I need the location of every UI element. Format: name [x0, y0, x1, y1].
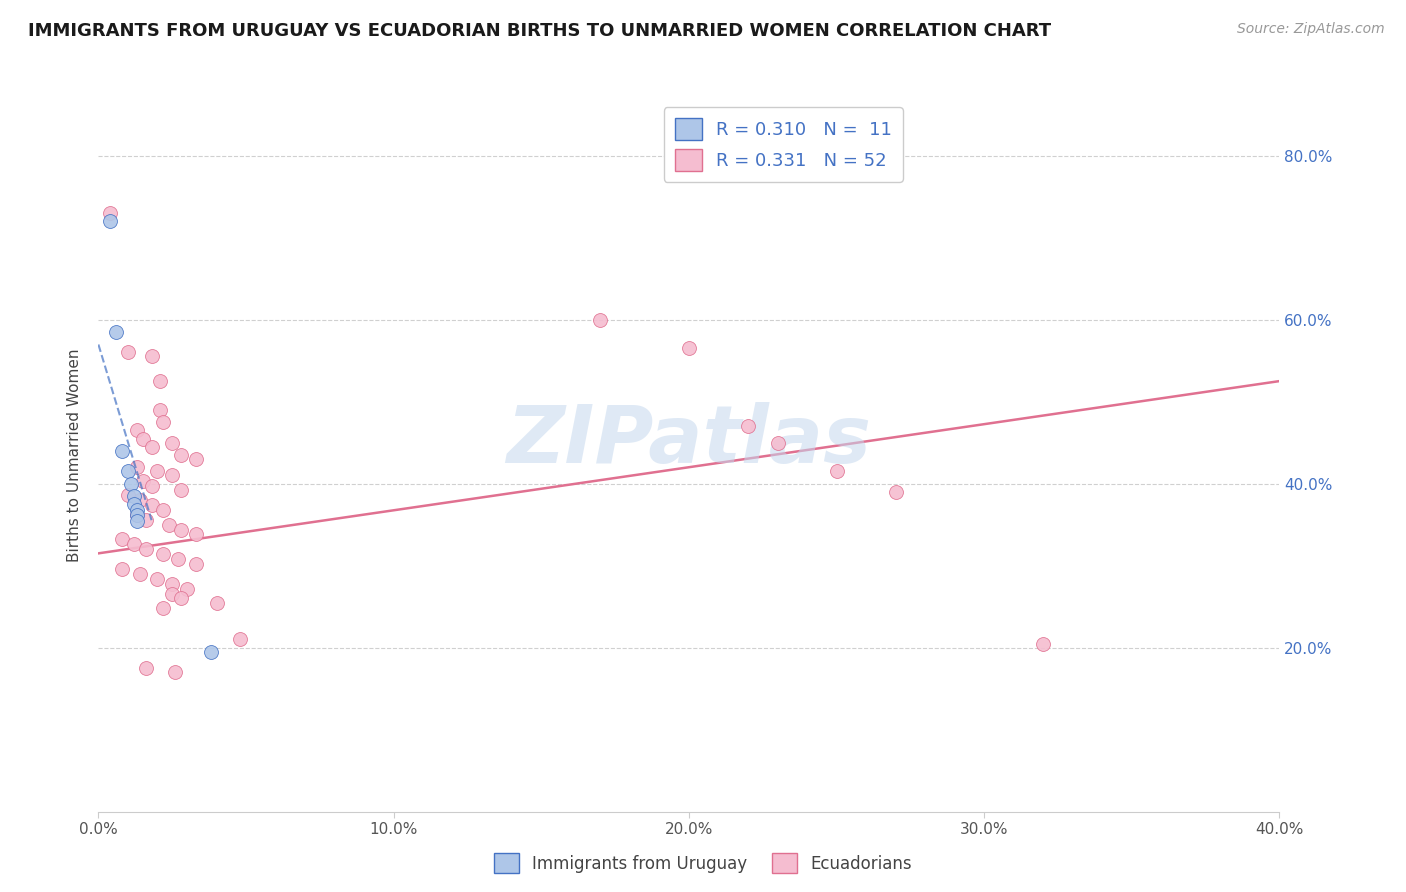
Point	[162, 576, 183, 591]
Point	[105, 325, 128, 339]
Point	[111, 533, 134, 547]
Text: IMMIGRANTS FROM URUGUAY VS ECUADORIAN BIRTHS TO UNMARRIED WOMEN CORRELATION CHAR: IMMIGRANTS FROM URUGUAY VS ECUADORIAN BI…	[28, 22, 1052, 40]
Point	[146, 464, 169, 478]
Text: ZIPatlas: ZIPatlas	[506, 401, 872, 480]
Point	[146, 572, 169, 586]
Point	[135, 661, 157, 675]
Point	[165, 665, 187, 680]
Point	[184, 452, 207, 467]
Point	[141, 479, 163, 493]
Point	[125, 503, 148, 517]
Point	[678, 341, 700, 355]
Point	[132, 432, 155, 446]
Point	[152, 415, 174, 429]
Legend: R = 0.310   N =  11, R = 0.331   N = 52: R = 0.310 N = 11, R = 0.331 N = 52	[664, 107, 903, 182]
Point	[125, 460, 148, 475]
Point	[162, 435, 183, 450]
Point	[141, 440, 163, 454]
Point	[125, 514, 148, 528]
Point	[229, 632, 252, 647]
Point	[117, 488, 139, 502]
Point	[170, 448, 193, 462]
Point	[125, 423, 148, 437]
Point	[162, 468, 183, 483]
Point	[132, 474, 155, 488]
Point	[120, 476, 142, 491]
Text: Source: ZipAtlas.com: Source: ZipAtlas.com	[1237, 22, 1385, 37]
Point	[122, 537, 145, 551]
Point	[825, 464, 848, 478]
Point	[125, 508, 148, 522]
Point	[170, 591, 193, 606]
Point	[149, 402, 172, 417]
Point	[184, 557, 207, 571]
Point	[128, 566, 150, 581]
Point	[167, 552, 190, 566]
Point	[205, 596, 228, 610]
Point	[135, 513, 157, 527]
Y-axis label: Births to Unmarried Women: Births to Unmarried Women	[67, 348, 83, 562]
Point	[200, 645, 222, 659]
Point	[122, 497, 145, 511]
Point	[141, 350, 163, 364]
Point	[884, 484, 907, 499]
Point	[152, 601, 174, 615]
Point	[125, 508, 148, 522]
Point	[162, 586, 183, 600]
Point	[98, 206, 121, 220]
Point	[170, 523, 193, 537]
Point	[117, 345, 139, 359]
Point	[117, 464, 139, 478]
Point	[737, 419, 759, 434]
Point	[170, 483, 193, 498]
Legend: Immigrants from Uruguay, Ecuadorians: Immigrants from Uruguay, Ecuadorians	[486, 847, 920, 880]
Point	[128, 493, 150, 508]
Point	[152, 503, 174, 517]
Point	[184, 527, 207, 541]
Point	[98, 214, 121, 228]
Point	[157, 517, 180, 532]
Point	[135, 542, 157, 557]
Point	[122, 489, 145, 503]
Point	[111, 562, 134, 576]
Point	[1032, 636, 1054, 650]
Point	[152, 547, 174, 561]
Point	[141, 498, 163, 512]
Point	[589, 312, 612, 326]
Point	[149, 374, 172, 388]
Point	[111, 443, 134, 458]
Point	[766, 435, 789, 450]
Point	[176, 582, 198, 596]
